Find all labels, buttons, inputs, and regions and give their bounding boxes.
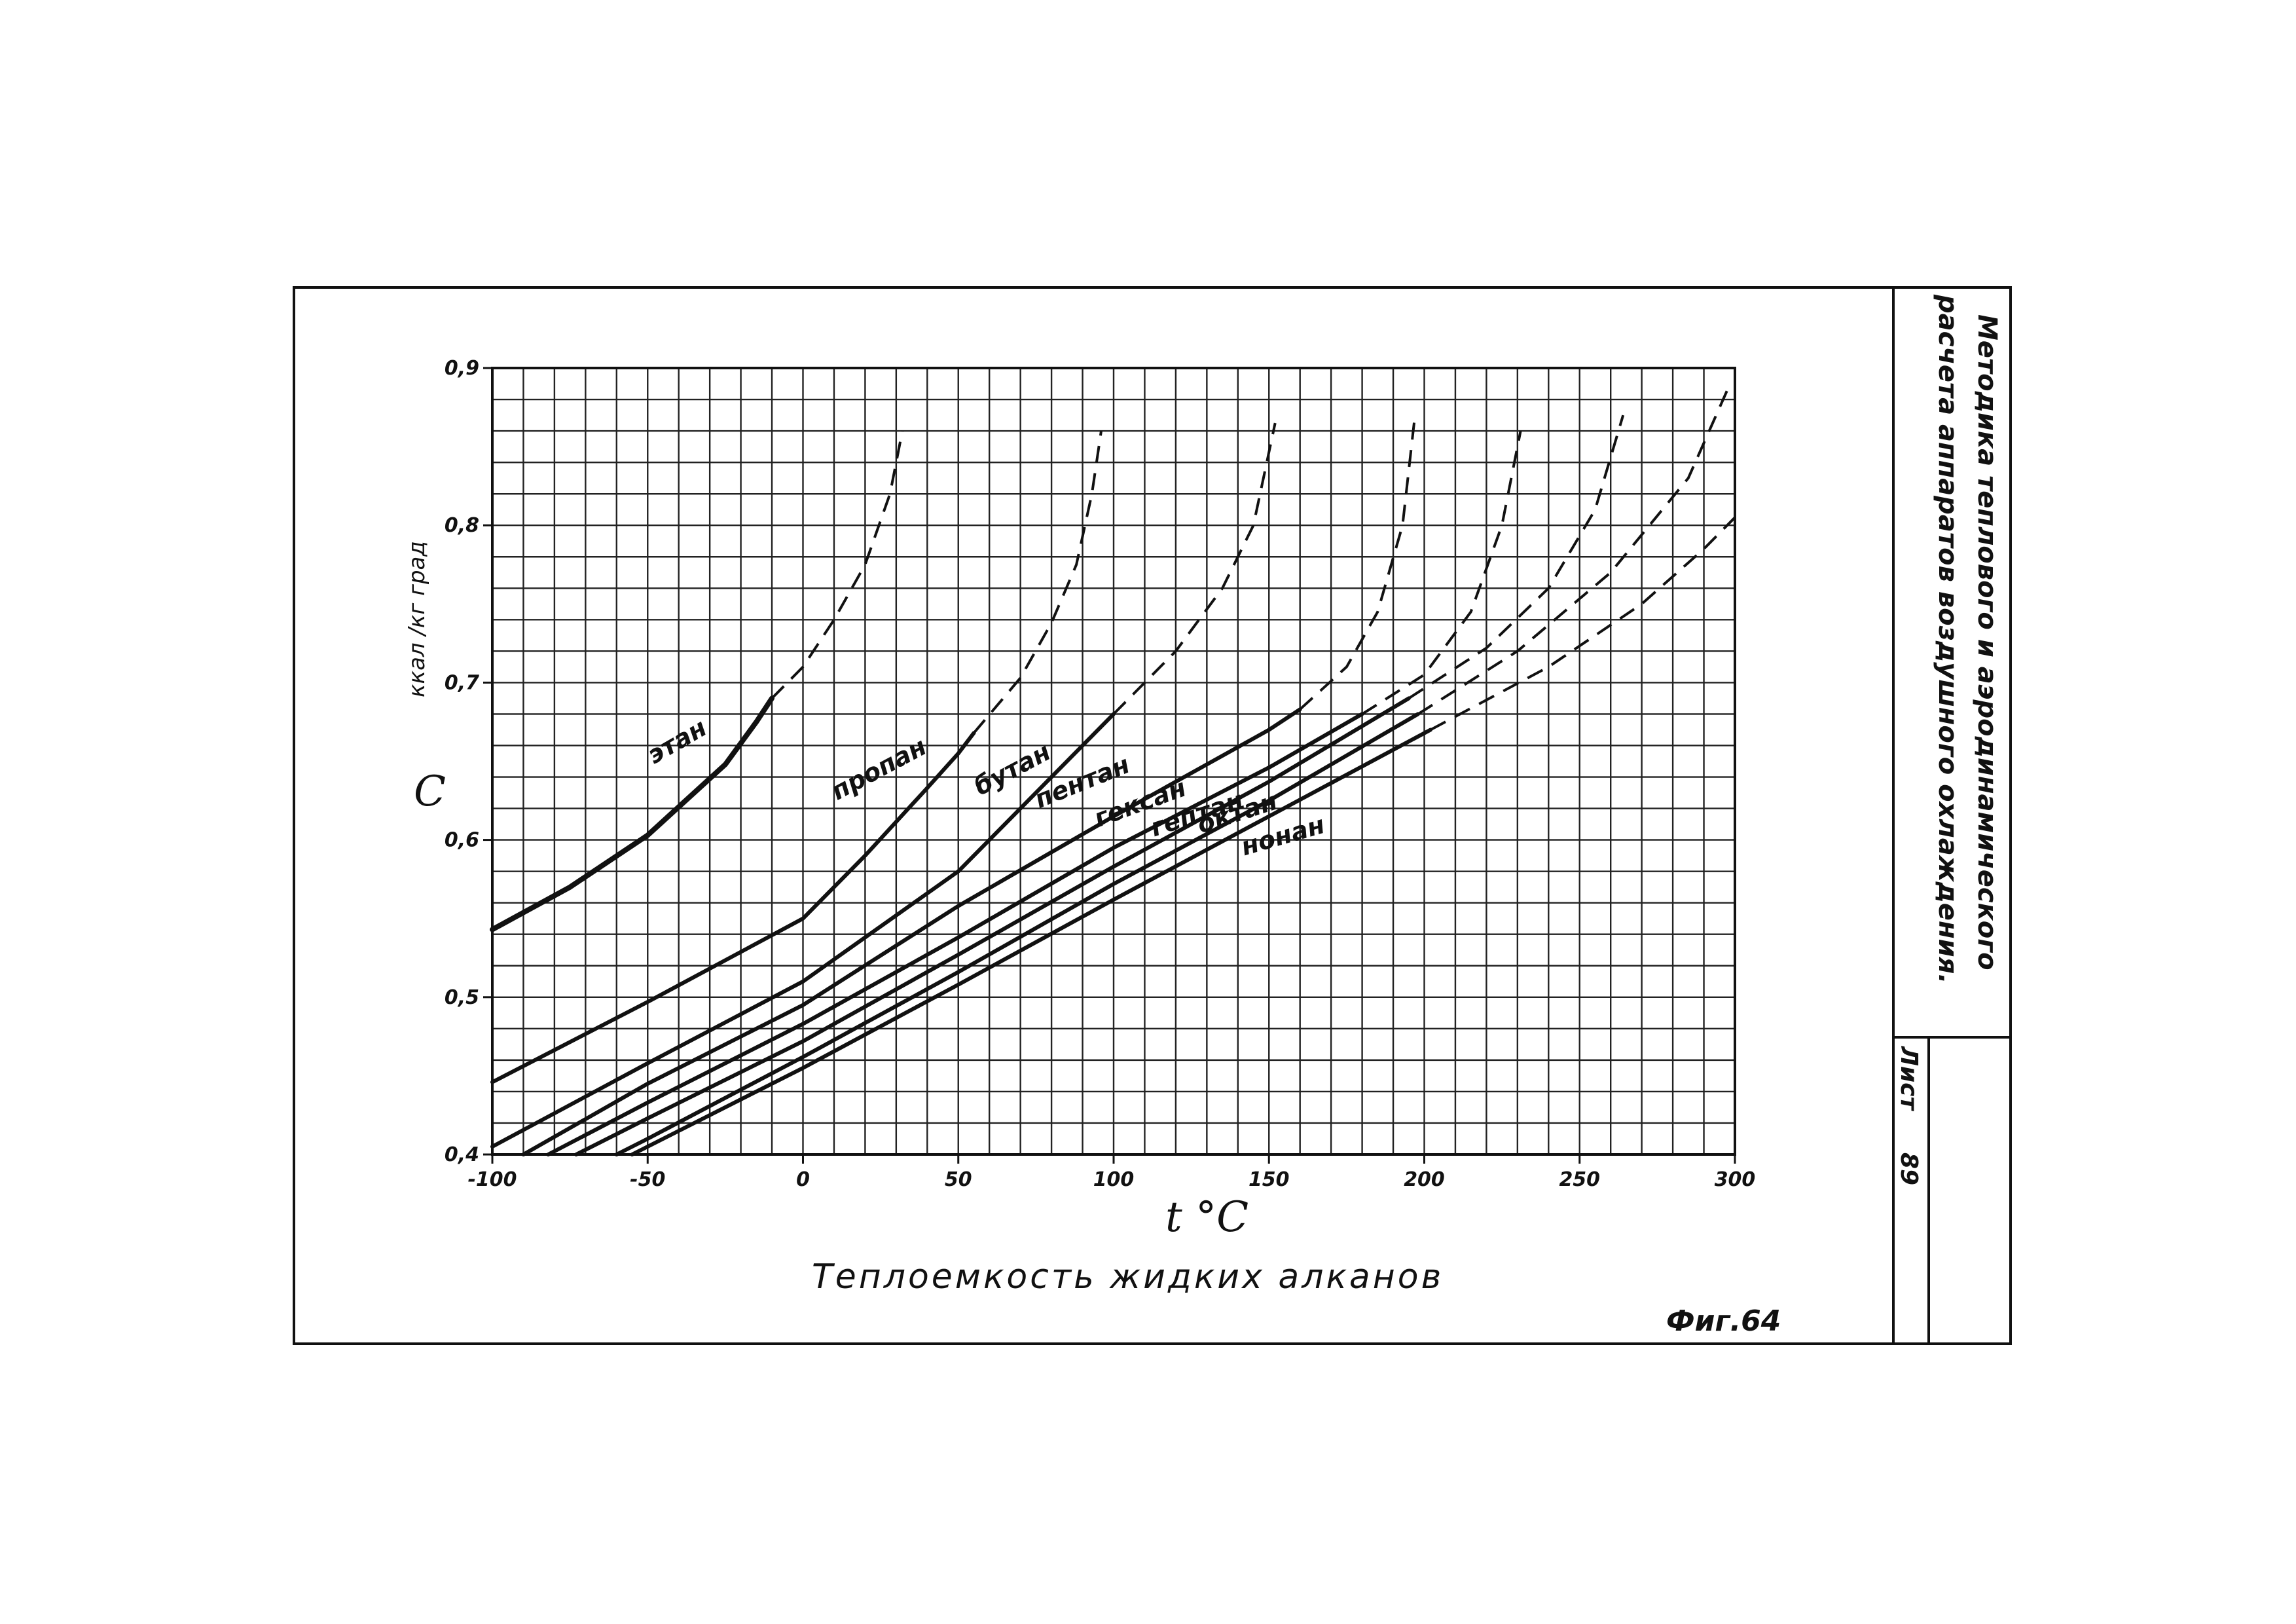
x-tick-label: 250 — [1559, 1168, 1600, 1191]
sheet-cell-divider — [1927, 1036, 1930, 1345]
x-axis-label: t °C — [1165, 1193, 1248, 1242]
grid — [483, 367, 1736, 1164]
drawing-frame — [293, 286, 2012, 1345]
series-line-dashed — [1299, 415, 1417, 710]
tick-labels: -100 -50 0 50 100 150 200 250 300 0,4 0,5 0,6 0,7 0,8… — [445, 357, 1755, 1191]
y-tick-label: 0,6 — [445, 829, 479, 852]
series-label: этан — [642, 713, 712, 769]
series-line-solid — [490, 712, 1116, 1149]
y-axis-symbol: C — [414, 767, 446, 816]
series-line-dashed — [1430, 516, 1736, 731]
series-line-solid — [574, 696, 1411, 1156]
x-tick-label: 300 — [1715, 1168, 1756, 1191]
x-tick-label: -100 — [467, 1168, 517, 1191]
series-label: пропан — [826, 732, 931, 806]
x-tick-label: 0 — [796, 1168, 810, 1191]
x-tick-label: 50 — [945, 1168, 972, 1191]
series-lines — [490, 386, 1736, 1156]
x-tick-label: 200 — [1404, 1168, 1445, 1191]
series-line-dashed — [1417, 386, 1730, 716]
series-line-dashed — [972, 430, 1102, 734]
series-line-dashed — [1361, 430, 1522, 716]
y-tick-label: 0,9 — [445, 357, 479, 380]
title-block-divider — [1892, 1036, 2012, 1039]
series-line-dashed — [1112, 422, 1277, 715]
x-tick-label: -50 — [630, 1168, 665, 1191]
title-block — [1892, 286, 2012, 1345]
y-tick-label: 0,5 — [445, 986, 479, 1009]
y-axis-units: ккал /кг град — [404, 541, 430, 697]
series-line-solid — [521, 707, 1302, 1156]
series-line-solid — [546, 712, 1364, 1156]
series-line-solid — [630, 728, 1432, 1156]
x-tick-label: 100 — [1093, 1168, 1135, 1191]
y-tick-label: 0,8 — [445, 514, 479, 537]
series-line-solid — [490, 695, 774, 932]
series-line-dashed — [1408, 415, 1625, 700]
series-line-dashed — [771, 430, 904, 699]
chart-caption: Теплоемкость жидких алканов — [812, 1257, 1444, 1297]
series-line-solid — [490, 731, 976, 1084]
y-tick-label: 0,4 — [445, 1143, 479, 1166]
x-tick-label: 150 — [1248, 1168, 1290, 1191]
y-tick-label: 0,7 — [445, 671, 479, 694]
figure-number: Фиг.64 — [1666, 1304, 1781, 1338]
series-line-solid — [614, 712, 1420, 1156]
